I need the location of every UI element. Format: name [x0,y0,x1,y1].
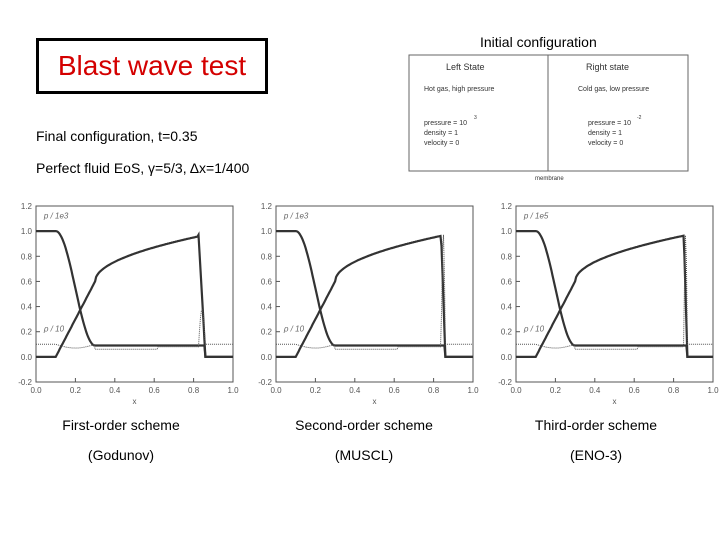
y-tick-label: 1.2 [501,202,513,211]
right-desc: Cold gas, low pressure [578,86,649,93]
y-tick-label: 0.6 [261,277,273,286]
density-label: ρ / 10 [523,325,545,334]
eos-text: Perfect fluid EoS, γ=5/3, Δx=1/400 [36,160,250,176]
left-desc: Hot gas, high pressure [424,86,495,93]
y-tick-label: 0.6 [501,277,513,286]
left-density: density = 1 [424,130,458,137]
plot-panel-muscl: 1.21.00.80.60.40.20.0-0.20.0 0.2 0.4 0.6 0.8… [258,202,479,406]
plot-frame [275,205,474,383]
x-tick-label: 0.0 [510,386,522,395]
final-configuration-text: Final configuration, t=0.35 [36,128,198,144]
density-curve [276,234,473,350]
caption-eno3: (ENO-3) [569,447,623,463]
plot-frame [515,205,714,383]
y-tick-label: -0.2 [258,378,272,387]
y-tick-label: 0.0 [501,353,513,362]
y-tick-label: 0.4 [261,303,273,312]
x-tick-label: 0.8 [428,386,440,395]
plot-panel-godunov: 1.21.00.80.60.40.20.0-0.20.0 0.2 0.4 0.6 0.8… [18,202,239,406]
y-tick-label: 0.0 [21,353,33,362]
velocity-curve [516,234,713,358]
x-tick-label: 0.8 [668,386,680,395]
x-tick-label: 0.2 [70,386,82,395]
y-tick-label: 0.4 [501,303,513,312]
y-tick-label: 1.0 [261,227,273,236]
right-pressure-exp: -2 [637,115,642,121]
y-tick-label: -0.2 [18,378,32,387]
caption-first-order: First-order scheme [62,417,180,433]
x-tick-label: 0.6 [629,386,641,395]
x-tick-label: 0.0 [30,386,42,395]
left-pressure: pressure = 10 [424,120,467,127]
x-axis-label: x [373,397,377,406]
velocity-curve [276,234,473,358]
x-tick-label: 0.4 [109,386,121,395]
x-tick-label: 1.0 [707,386,719,395]
right-pressure: pressure = 10 [588,120,631,127]
y-tick-label: 0.4 [21,303,33,312]
density-label: ρ / 10 [43,325,65,334]
plot-frame [35,205,234,383]
y-tick-label: 1.2 [21,202,33,211]
x-axis-label: x [613,397,617,406]
left-velocity: velocity = 0 [424,140,459,147]
right-state-label: Right state [586,62,629,72]
left-pressure-exp: 3 [474,115,477,121]
caption-second-order: Second-order scheme [295,417,433,433]
right-velocity: velocity = 0 [588,140,623,147]
y-tick-label: 0.6 [21,277,33,286]
y-tick-label: 0.2 [501,328,513,337]
plot-panel-eno3: 1.21.00.80.60.40.20.0-0.20.0 0.2 0.4 0.6 0.8… [498,202,719,406]
x-tick-label: 1.0 [467,386,479,395]
x-tick-label: 0.0 [270,386,282,395]
title-box: Blast wave test [36,38,268,94]
x-axis-label: x [133,397,137,406]
pressure-curve [36,230,233,358]
caption-godunov: (Godunov) [87,447,155,463]
slide-title: Blast wave test [57,50,247,81]
y-tick-label: 0.8 [21,252,33,261]
x-tick-label: 0.2 [310,386,322,395]
y-tick-label: 0.0 [261,353,273,362]
y-tick-label: -0.2 [498,378,512,387]
caption-third-order: Third-order scheme [534,417,658,433]
x-tick-label: 0.4 [589,386,601,395]
y-tick-label: 1.0 [21,227,33,236]
x-tick-label: 0.8 [188,386,200,395]
x-tick-label: 0.6 [389,386,401,395]
velocity-curve [36,231,233,358]
initial-configuration-diagram: Left State Right state Hot gas, high pre… [408,54,689,182]
y-tick-label: 1.0 [501,227,513,236]
y-tick-label: 0.2 [261,328,273,337]
caption-muscl: (MUSCL) [334,447,394,463]
density-curve [516,235,713,350]
initial-configuration-heading: Initial configuration [480,34,597,50]
pressure-curve [516,230,713,358]
x-tick-label: 0.6 [149,386,161,395]
density-label: ρ / 10 [283,325,305,334]
membrane-label: membrane [535,176,564,182]
right-density: density = 1 [588,130,622,137]
pressure-label: p / 1e5 [523,212,549,221]
y-tick-label: 1.2 [261,202,273,211]
x-tick-label: 1.0 [227,386,239,395]
x-tick-label: 0.2 [550,386,562,395]
y-tick-label: 0.2 [21,328,33,337]
y-tick-label: 0.8 [261,252,273,261]
y-tick-label: 0.8 [501,252,513,261]
left-state-label: Left State [446,62,485,72]
pressure-label: p / 1e3 [283,212,309,221]
pressure-label: p / 1e3 [43,212,69,221]
density-curve [36,309,233,350]
x-tick-label: 0.4 [349,386,361,395]
